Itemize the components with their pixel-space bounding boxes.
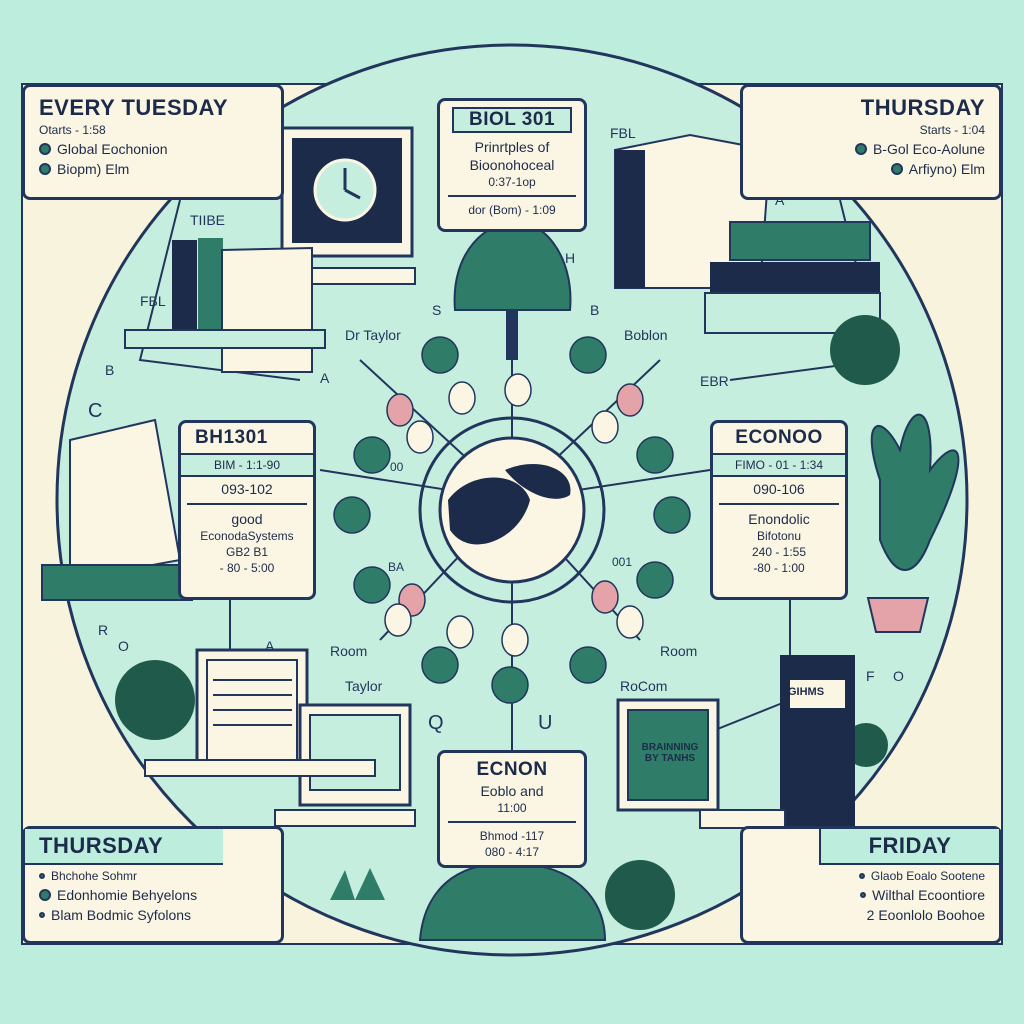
day-heading: THURSDAY xyxy=(860,95,985,120)
course-section: 093-102 xyxy=(221,481,273,497)
label-letter-a2: A xyxy=(775,192,785,208)
course-card-left[interactable]: BH1301 BIM - 1:1-90 093-102 good Econoda… xyxy=(178,420,316,600)
course-name: Global Eochonion xyxy=(57,141,168,157)
course-code: ECNON xyxy=(476,759,548,780)
schedule-card-top-right[interactable]: THURSDAY Starts - 1:04 B-Gol Eco-Aolune … xyxy=(740,84,1002,200)
label-letter-o1: O xyxy=(118,638,129,654)
course-name: 2 Eoonlolo Boohoe xyxy=(866,907,985,923)
bullet-icon xyxy=(39,163,51,175)
bullet-icon xyxy=(854,143,867,155)
label-fbl-left: FBL xyxy=(140,293,166,309)
course-title-line: good xyxy=(231,511,263,527)
bullet-icon xyxy=(39,912,45,918)
label-dr-taylor: Dr Taylor xyxy=(345,327,401,343)
course-title-line: Prinrtples of xyxy=(474,139,550,155)
label-letter-b2: B xyxy=(590,302,600,318)
label-letter-s: S xyxy=(432,302,442,318)
course-card-top[interactable]: BIOL 301 Prinrtples of Bioonohoceal 0:37… xyxy=(437,98,587,232)
course-name: Edonhomie Behyelons xyxy=(57,887,198,903)
label-letter-r: R xyxy=(98,622,109,638)
course-title-line: Bifotonu xyxy=(756,529,802,543)
day-heading: THURSDAY xyxy=(25,829,223,865)
books-stack-icon xyxy=(124,238,326,373)
bullet-icon xyxy=(890,163,903,175)
course-code: ECONOO xyxy=(735,427,823,448)
bullet-icon xyxy=(858,873,865,879)
schedule-card-top-left[interactable]: EVERY TUESDAY Otarts - 1:58 Global Eocho… xyxy=(22,84,284,200)
open-book-left-icon xyxy=(41,418,193,601)
schedule-card-bottom-right[interactable]: FRIDAY Glaob Eoalo Sootene Wilthal Ecoon… xyxy=(740,826,1002,944)
course-time: FIMO - 01 - 1:34 xyxy=(713,453,845,477)
label-tibe: TIIBE xyxy=(190,212,226,228)
label-room-right: Room xyxy=(660,643,698,659)
grass-icon xyxy=(330,868,385,900)
course-section: 090-106 xyxy=(753,481,805,497)
start-time: Starts - 1:04 xyxy=(919,123,985,137)
course-name: Blam Bodmic Syfolons xyxy=(51,907,192,923)
bullet-icon xyxy=(39,873,45,879)
bullet-icon xyxy=(39,143,51,155)
course-time: 11:00 xyxy=(497,801,527,815)
label-letter-a3: A xyxy=(265,638,275,654)
label-ebr: EBR xyxy=(700,373,729,389)
course-name: Bhchohe Sohmr xyxy=(51,869,138,883)
label-letter-h: H xyxy=(565,250,576,266)
label-letter-a1: A xyxy=(320,370,330,386)
course-time: 080 - 4:17 xyxy=(484,845,540,859)
bullet-icon xyxy=(39,889,51,901)
course-title-line: EconodaSystems xyxy=(200,529,294,543)
course-time: 0:37-1op xyxy=(488,175,536,189)
label-room-left: Room xyxy=(330,643,368,659)
label-letter-u: U xyxy=(538,712,553,734)
label-taylor: Taylor xyxy=(345,678,383,694)
course-code: BIOL 301 xyxy=(452,107,572,133)
course-time: 240 - 1:55 xyxy=(751,545,807,559)
desktop-computers-icon xyxy=(115,648,416,827)
bullet-icon xyxy=(860,892,867,898)
label-rocom: RoCom xyxy=(620,678,668,694)
ring-pods xyxy=(384,373,644,657)
course-name: Wilthal Ecoontiore xyxy=(872,887,985,903)
course-title-line: Eoblo and xyxy=(480,783,544,799)
course-room: dor (Bom) - 1:09 xyxy=(468,203,556,217)
label-letter-c: C xyxy=(88,400,103,422)
label-letter-q: Q xyxy=(428,712,444,734)
course-card-bottom[interactable]: ECNON Eoblo and 11:00 Bhmod -117 080 - 4… xyxy=(437,750,587,868)
laptop-books-icon xyxy=(605,655,888,930)
course-title-line: Bioonohoceal xyxy=(469,157,555,173)
course-card-right[interactable]: ECONOO FIMO - 01 - 1:34 090-106 Enondoli… xyxy=(710,420,848,600)
day-heading: FRIDAY xyxy=(819,829,999,865)
start-time: Otarts - 1:58 xyxy=(39,123,106,137)
books-right-icon xyxy=(614,133,900,385)
monitor-clock-icon xyxy=(280,126,416,285)
label-letter-f: F xyxy=(866,668,875,684)
course-name: Arfiyno) Elm xyxy=(908,161,985,177)
course-name: Glaob Eoalo Sootene xyxy=(870,869,985,883)
course-room: Bhmod -117 xyxy=(479,829,545,843)
course-name: B-Gol Eco-Aolune xyxy=(872,141,985,157)
day-heading: EVERY TUESDAY xyxy=(39,95,229,120)
course-name: Biopm) Elm xyxy=(57,161,130,177)
schedule-card-bottom-left[interactable]: THURSDAY Bhchohe Sohmr Edonhomie Behyelo… xyxy=(22,826,284,944)
course-code: BH1301 xyxy=(195,427,268,448)
label-boblon: Boblon xyxy=(624,327,668,343)
tree-icon xyxy=(453,222,572,360)
label-letter-o2: O xyxy=(893,668,904,684)
label-ring-00: 00 xyxy=(390,460,404,474)
screen-text: BRAINNING BY TANHS xyxy=(641,742,699,764)
course-room: GB2 B1 xyxy=(225,545,269,559)
label-letter-b1: B xyxy=(105,362,115,378)
course-time: BIM - 1:1-90 xyxy=(181,453,313,477)
spoke-trees xyxy=(333,336,691,704)
course-title-line: Enondolic xyxy=(748,511,810,527)
course-time: - 80 - 5:00 xyxy=(219,561,275,575)
label-ring-001: 001 xyxy=(612,555,633,569)
course-time: -80 - 1:00 xyxy=(753,561,805,575)
label-fbl-right: FBL xyxy=(610,125,636,141)
potted-plant-icon xyxy=(866,413,960,633)
label-ring-ba: BA xyxy=(388,560,405,574)
globe-icon xyxy=(418,416,606,604)
book-spine-text: GIHMS xyxy=(788,686,825,698)
